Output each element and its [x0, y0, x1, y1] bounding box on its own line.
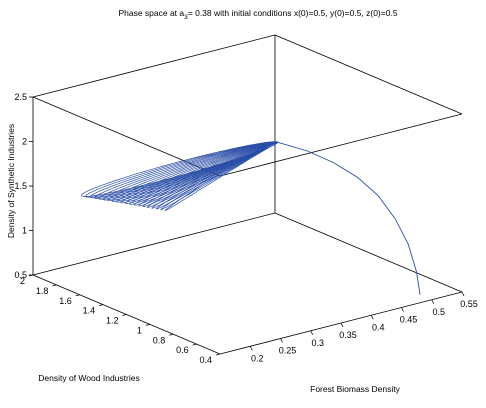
y-tick-mark	[215, 353, 221, 356]
x-tick-mark	[249, 346, 253, 351]
trajectory-loop	[142, 141, 279, 208]
x-tick-mark	[310, 330, 314, 335]
trajectory-loop	[80, 141, 279, 197]
x-tick-label: 0.55	[460, 299, 478, 309]
chart-title: Phase space at a3= 0.38 with initial con…	[118, 8, 397, 21]
box-edge	[219, 113, 463, 177]
x-axis-label: Forest Biomass Density	[310, 384, 400, 394]
z-axis-label: Density of Synthetic Industries	[6, 124, 16, 238]
box-edge	[274, 34, 463, 115]
x-tick-label: 0.2	[251, 353, 264, 363]
y-tick-label: 0.8	[153, 335, 166, 345]
y-tick-label: 1.8	[36, 286, 49, 296]
x-tick-mark	[431, 299, 435, 304]
y-tick-mark	[75, 294, 80, 297]
z-tick-label: 0.5	[14, 270, 27, 280]
y-tick-label: 1	[137, 325, 142, 335]
trajectory-loop	[133, 141, 279, 206]
trajectory-loop	[129, 141, 279, 205]
x-tick-mark	[370, 315, 374, 320]
y-tick-label: 0.6	[176, 345, 189, 355]
trajectory	[80, 141, 421, 295]
y-tick-mark	[169, 333, 174, 336]
y-tick-label: 0.4	[199, 355, 212, 365]
y-tick-label: 2	[20, 276, 25, 286]
z-tick-label: 2.5	[14, 92, 27, 102]
axes-box	[32, 34, 463, 355]
y-axis-label: Density of Wood Industries	[38, 373, 139, 383]
y-tick-mark	[52, 284, 57, 287]
z-tick-label: 2	[22, 137, 27, 147]
box-edge	[32, 34, 276, 98]
y-tick-mark	[122, 314, 127, 316]
trajectory-loop	[107, 141, 279, 202]
trajectory-loop	[116, 141, 279, 203]
x-tick-label: 0.5	[432, 307, 445, 317]
box-edge	[274, 212, 463, 293]
x-tick-mark	[461, 291, 465, 297]
y-tick-label: 1.2	[106, 316, 119, 326]
y-tick-mark	[99, 304, 104, 307]
trajectory-transient	[277, 141, 421, 295]
trajectory-loop	[138, 141, 279, 207]
x-tick-mark	[401, 307, 404, 312]
x-tick-label: 0.3	[311, 338, 324, 348]
y-tick-label: 1.4	[83, 306, 96, 316]
axis-ticks: 0.2 0.25 0.3 0.35 0.4 0.45 0.5 0.55 0.4 0.6 0.8 1 1.…	[14, 92, 477, 365]
y-tick-label: 1.6	[59, 296, 72, 306]
x-tick-mark	[340, 322, 344, 328]
x-tick-mark	[280, 338, 283, 343]
z-tick-label: 1	[22, 226, 27, 236]
x-tick-label: 0.45	[400, 315, 418, 325]
box-edge	[32, 212, 276, 276]
y-tick-mark	[192, 343, 197, 346]
y-tick-mark	[145, 323, 150, 326]
x-tick-label: 0.25	[279, 346, 297, 356]
x-tick-label: 0.35	[339, 330, 357, 340]
x-tick-label: 0.4	[372, 322, 385, 332]
z-tick-label: 1.5	[14, 181, 27, 191]
